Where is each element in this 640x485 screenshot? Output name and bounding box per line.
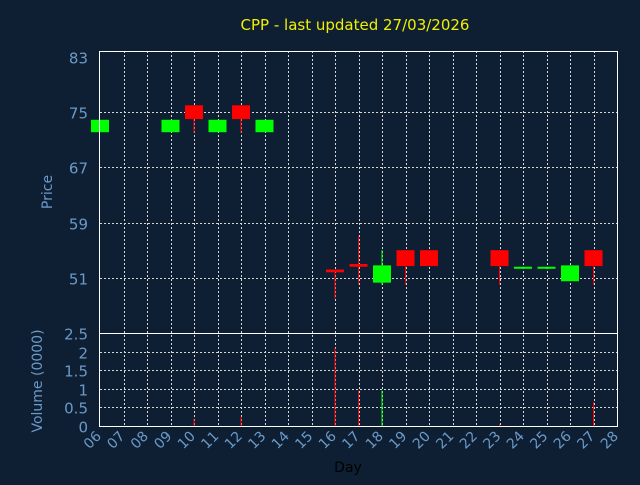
x-tick-label: 09 [151,429,175,453]
x-tick-label: 23 [480,429,504,453]
price-panel-frame [99,51,618,334]
x-tick-label: 12 [222,429,246,453]
candle-body [561,265,579,282]
price-tick-label: 67 [69,160,88,178]
volume-tick-label: 0.5 [64,400,88,418]
x-tick-label: 07 [104,429,128,453]
x-tick-label: 08 [128,429,152,453]
chart-title: CPP - last updated 27/03/2026 [241,16,470,34]
volume-bars-layer [193,347,594,426]
candle-body [584,250,603,267]
x-tick-label: 28 [598,429,622,453]
volume-tick-label: 2.5 [64,326,88,344]
x-tick-label: 26 [551,428,575,452]
candle-body [349,264,368,267]
price-axis-label: Price [40,175,56,209]
volume-tick-label: 1.5 [64,363,88,381]
x-tick-label: 11 [198,429,222,453]
x-tick-label: 13 [245,429,269,453]
candle-body [326,269,344,273]
x-tick-label: 15 [292,429,316,453]
volume-tick-label: 0 [78,419,88,437]
x-tick-label: 27 [574,429,598,453]
x-tick-label: 22 [457,429,481,453]
x-tick-label: 24 [504,428,528,452]
x-tick-label: 25 [527,429,551,453]
volume-tick-label: 1 [78,382,88,400]
x-tick-label: 10 [175,429,199,453]
candle-body [490,250,509,267]
candle-body [420,250,438,267]
volume-panel-frame [99,333,618,427]
x-tick-label: 18 [363,429,387,453]
x-tick-label: 16 [316,428,340,452]
x-tick-label: 14 [269,428,293,452]
x-tick-label: 17 [339,429,363,453]
candle-body [514,266,532,269]
candle-body [255,119,274,133]
x-tick-label: 19 [386,429,410,453]
candle-body [373,265,391,283]
candles-layer [91,105,603,299]
price-tick-label: 75 [69,105,88,123]
candle-body [537,266,556,269]
x-tick-label: 21 [433,429,457,453]
x-axis-label: Day [334,460,362,476]
candle-body [185,105,203,120]
candle-body [208,119,227,133]
price-tick-label: 59 [69,216,88,234]
volume-axis-label: Volume (0000) [30,329,46,432]
candle-body [232,105,250,120]
volume-tick-label: 2 [78,345,88,363]
candle-body [161,119,180,133]
x-tick-label: 20 [410,429,434,453]
price-tick-label: 51 [69,271,88,289]
price-tick-label: 83 [69,50,88,68]
candle-body [396,250,415,267]
